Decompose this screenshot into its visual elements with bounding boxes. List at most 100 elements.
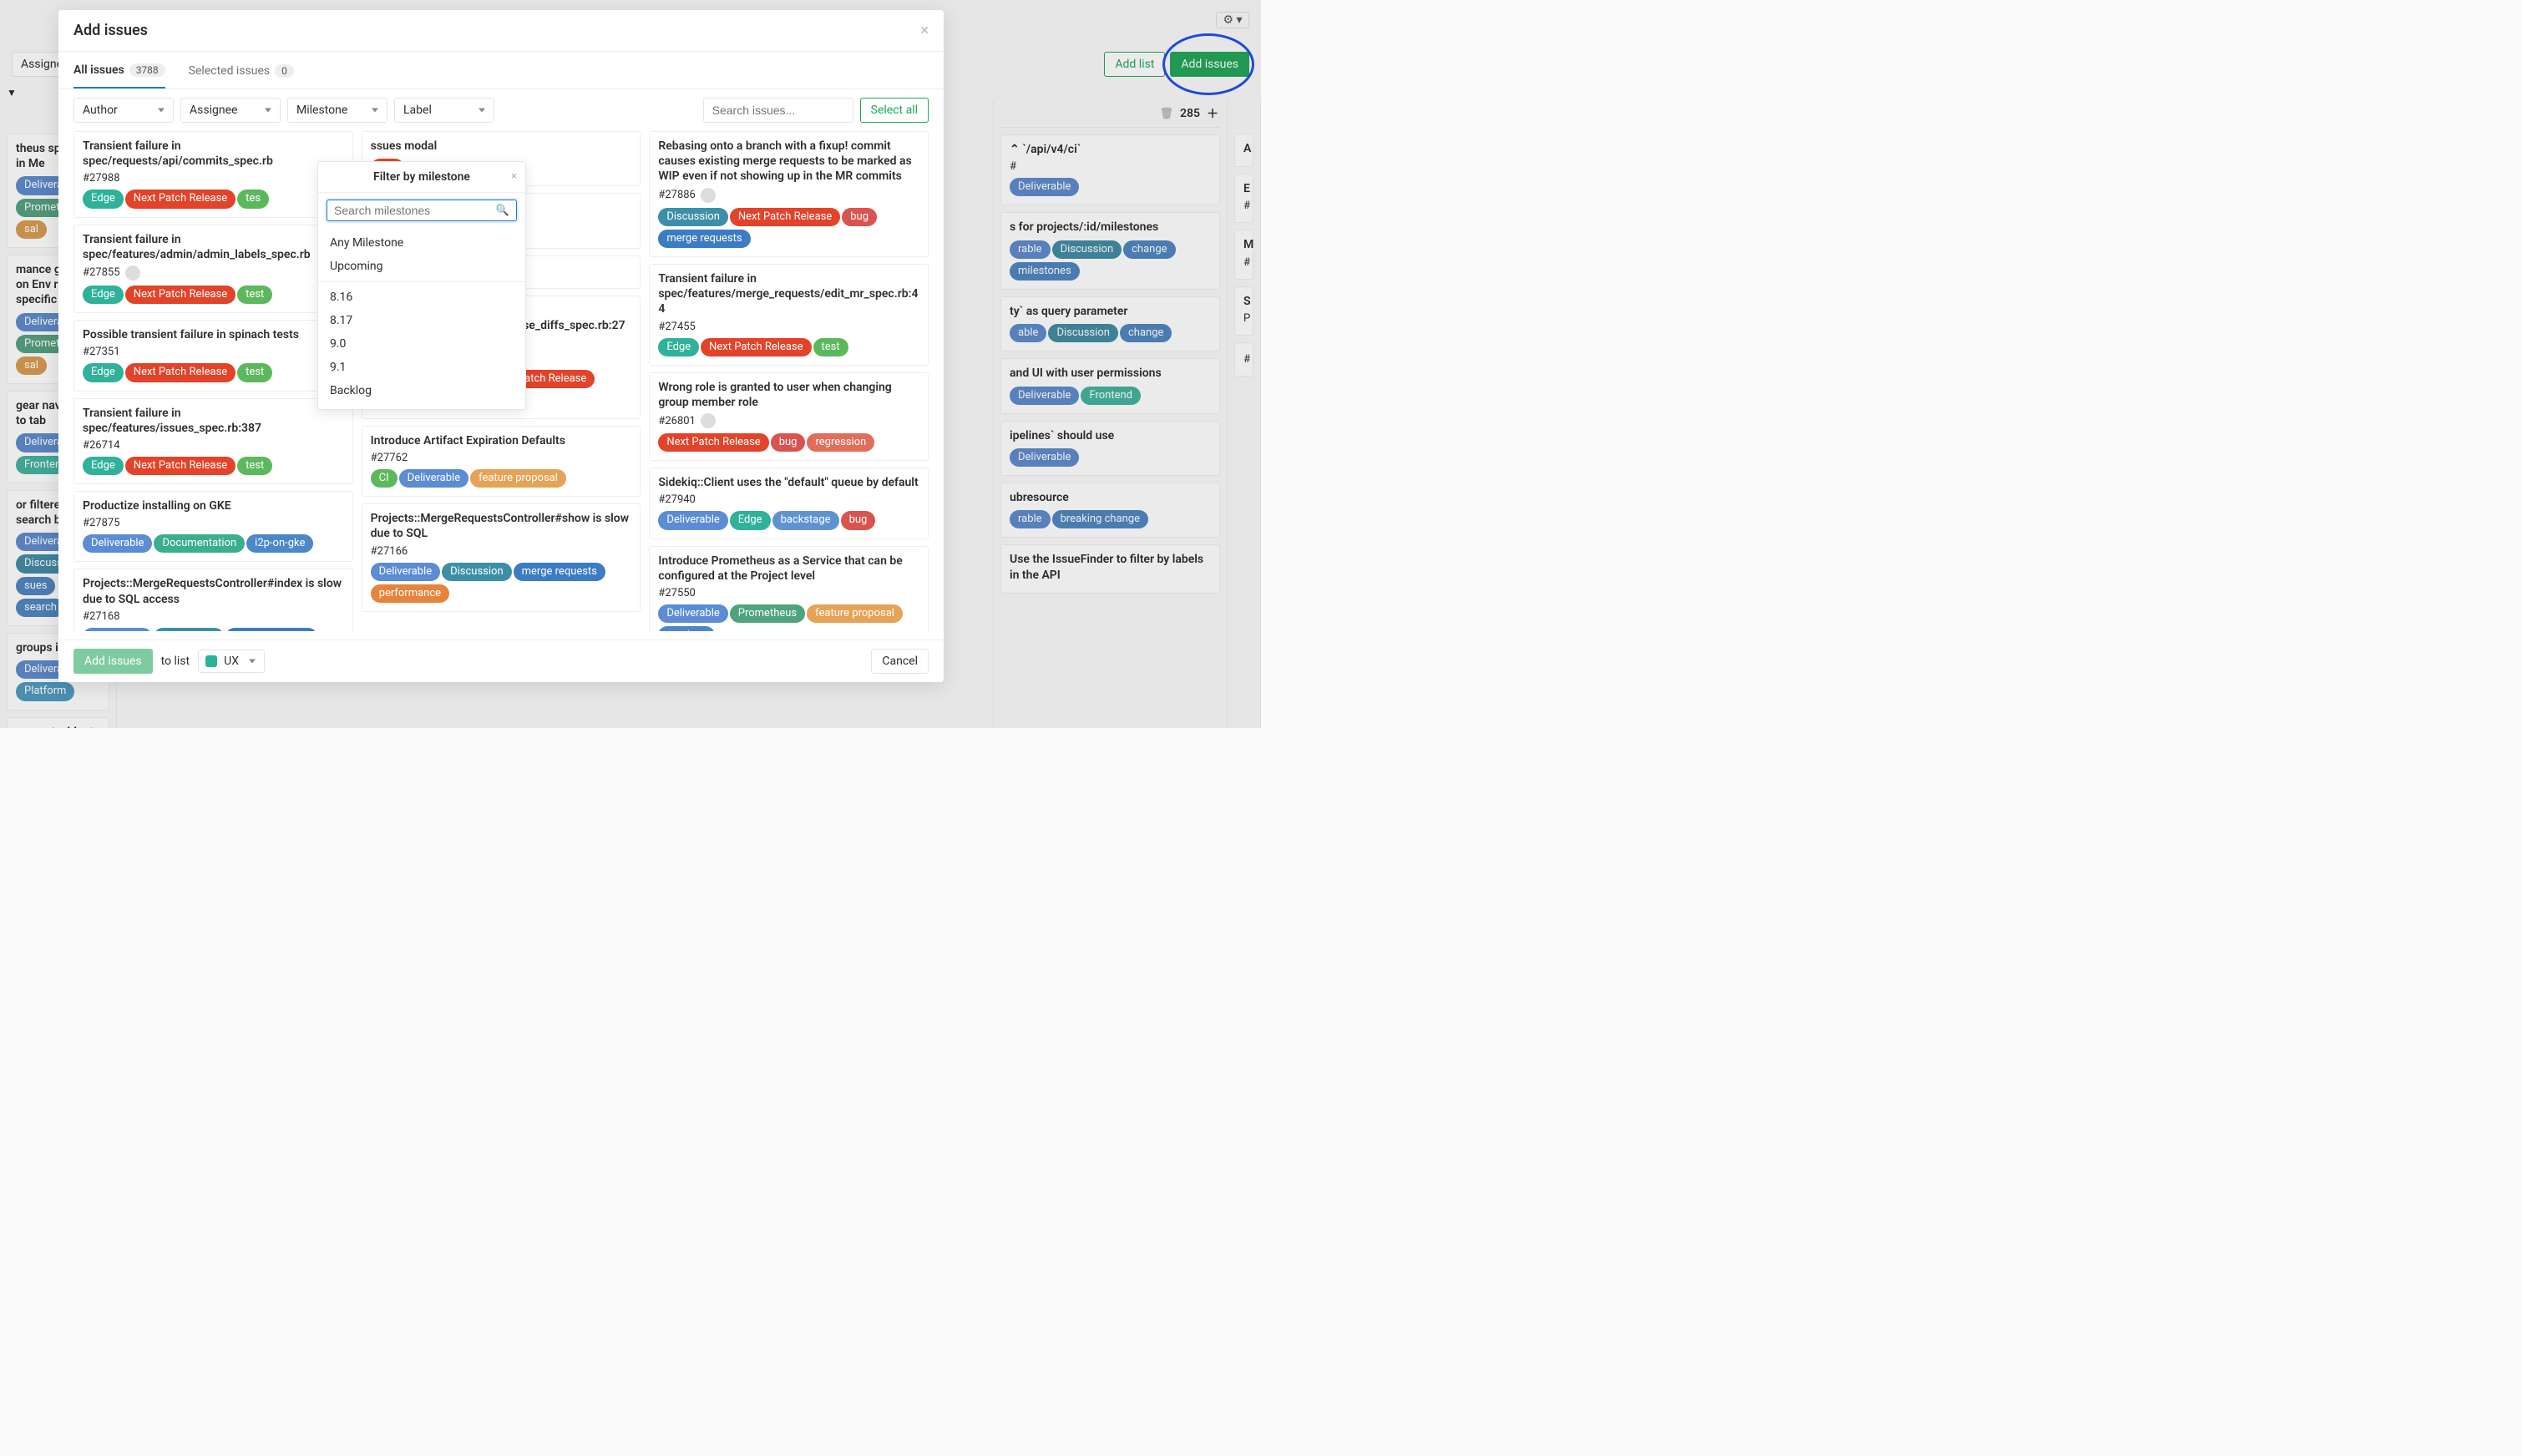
label-pill: test bbox=[237, 286, 272, 304]
avatar bbox=[701, 413, 716, 428]
issue-title: Introduce Artifact Expiration Defaults bbox=[371, 433, 632, 448]
milestone-option[interactable]: 8.17 bbox=[318, 309, 525, 332]
to-list-label: to list bbox=[161, 655, 190, 668]
list-name: UX bbox=[224, 655, 239, 668]
label-pill: feature proposal bbox=[470, 469, 566, 488]
issue-card[interactable]: Transient failure in spec/features/merge… bbox=[649, 264, 929, 366]
milestone-option[interactable]: Backlog bbox=[318, 379, 525, 402]
pill-row: EdgeNext Patch Releasetest bbox=[658, 336, 919, 358]
issue-id: #26714 bbox=[83, 439, 120, 452]
cancel-button[interactable]: Cancel bbox=[871, 649, 929, 674]
issue-id: #27166 bbox=[371, 545, 408, 558]
pill-row: EdgeNext Patch Releasetes bbox=[83, 188, 344, 210]
label-pill: Next Patch Release bbox=[125, 457, 235, 475]
label-pill: Deliverable bbox=[83, 534, 152, 553]
label-pill: tes bbox=[237, 190, 269, 208]
milestone-search-input[interactable] bbox=[334, 204, 496, 217]
search-icon: 🔍 bbox=[496, 205, 509, 217]
label-pill: Documentation bbox=[154, 534, 245, 553]
milestone-option[interactable]: Any Milestone bbox=[318, 231, 525, 255]
label-pill: test bbox=[813, 338, 848, 356]
issue-column: Transient failure in spec/requests/api/c… bbox=[73, 131, 353, 631]
label-pill: Discussion bbox=[442, 563, 512, 581]
to-list-dropdown[interactable]: UX bbox=[198, 650, 265, 673]
add-issues-submit-button[interactable]: Add issues bbox=[73, 649, 153, 674]
milestone-option[interactable]: 8.16 bbox=[318, 286, 525, 309]
label-pill: Edge bbox=[658, 338, 699, 356]
pill-row: DeliverablePrometheusfeature proposalser… bbox=[658, 603, 919, 631]
issue-title: Transient failure in spec/requests/api/c… bbox=[83, 139, 344, 169]
tab-label: Selected issues bbox=[189, 64, 271, 78]
tab-count: 0 bbox=[275, 64, 294, 78]
label-pill: bug bbox=[841, 511, 876, 529]
issue-card[interactable]: Productize installing on GKE #27875 Delive… bbox=[73, 491, 353, 562]
assignee-dropdown[interactable]: Assignee bbox=[180, 98, 281, 123]
tab-selected-issues[interactable]: Selected issues 0 bbox=[189, 53, 294, 88]
issue-id: #27875 bbox=[83, 517, 120, 529]
close-icon[interactable]: × bbox=[920, 22, 929, 39]
label-pill: i2p-on-gke bbox=[246, 534, 313, 553]
issue-title: Projects::MergeRequestsController#show i… bbox=[371, 511, 632, 541]
label-pill: Edge bbox=[83, 363, 124, 382]
popover-title: Filter by milestone bbox=[373, 170, 470, 184]
close-icon[interactable]: × bbox=[511, 170, 517, 183]
label-pill: Next Patch Release bbox=[125, 190, 235, 208]
label-pill: Discussion bbox=[658, 208, 728, 226]
modal-tabs: All issues 3788 Selected issues 0 bbox=[58, 52, 944, 89]
avatar bbox=[701, 188, 716, 203]
author-dropdown[interactable]: Author bbox=[73, 98, 174, 123]
issue-meta: #27455 bbox=[658, 321, 919, 333]
label-dropdown[interactable]: Label bbox=[394, 98, 494, 123]
issue-card[interactable]: Rebasing onto a branch with a fixup! com… bbox=[649, 131, 929, 257]
pill-row: Next Patch Releasebugregression bbox=[658, 432, 919, 453]
issue-card[interactable]: Transient failure in spec/requests/api/c… bbox=[73, 131, 353, 218]
label-pill: Deliverable bbox=[399, 469, 468, 488]
label-pill: CI bbox=[371, 469, 398, 488]
tab-all-issues[interactable]: All issues 3788 bbox=[73, 52, 165, 88]
issue-card[interactable]: Introduce Artifact Expiration Defaults#2… bbox=[362, 426, 641, 497]
modal-title: Add issues bbox=[73, 22, 148, 39]
label-pill: Prometheus bbox=[730, 604, 805, 623]
issue-meta: #26801 bbox=[658, 413, 919, 428]
issue-card[interactable]: Transient failure in spec/features/issue… bbox=[73, 398, 353, 485]
issue-title: Sidekiq::Client uses the "default" queue… bbox=[658, 475, 919, 490]
issue-card[interactable]: Introduce Prometheus as a Service that c… bbox=[649, 546, 929, 631]
issue-id: #27168 bbox=[83, 610, 120, 623]
milestone-popover: Filter by milestone × 🔍 Any MilestoneUpc… bbox=[317, 161, 526, 410]
issue-title: Wrong role is granted to user when chang… bbox=[658, 380, 919, 410]
issue-card[interactable]: Projects::MergeRequestsController#show i… bbox=[362, 503, 641, 612]
label-pill: Deliverable bbox=[83, 628, 152, 631]
label-pill: bug bbox=[842, 208, 877, 226]
pill-row: DiscussionNext Patch Releasebugmerge req… bbox=[658, 206, 919, 250]
issue-card[interactable]: Sidekiq::Client uses the "default" queue… bbox=[649, 468, 929, 538]
issue-meta: #27886 bbox=[658, 188, 919, 203]
milestone-option[interactable]: Upcoming bbox=[318, 255, 525, 278]
issue-title: Rebasing onto a branch with a fixup! com… bbox=[658, 139, 919, 185]
label-pill: backstage bbox=[772, 511, 839, 529]
issue-card[interactable]: Projects::MergeRequestsController#index … bbox=[73, 569, 353, 631]
issue-card[interactable]: Transient failure in spec/features/admin… bbox=[73, 225, 353, 314]
issue-card[interactable]: Wrong role is granted to user when chang… bbox=[649, 372, 929, 462]
tab-count: 3788 bbox=[129, 63, 165, 77]
label-pill: merge requests bbox=[514, 563, 605, 581]
issue-column: Rebasing onto a branch with a fixup! com… bbox=[649, 131, 929, 631]
milestone-dropdown[interactable]: Milestone bbox=[287, 98, 387, 123]
milestone-option[interactable]: 9.1 bbox=[318, 356, 525, 379]
label-pill: regression bbox=[807, 433, 874, 452]
issue-meta: #27875 bbox=[83, 517, 344, 529]
pill-row: CIDeliverablefeature proposal bbox=[371, 468, 632, 489]
issue-meta: #27168 bbox=[83, 610, 344, 623]
issue-title: Productize installing on GKE bbox=[83, 498, 344, 513]
modal-body: Transient failure in spec/requests/api/c… bbox=[58, 123, 944, 640]
pill-row: DeliverableDiscussionmerge requestsperfo… bbox=[83, 626, 344, 631]
issue-id: #27886 bbox=[658, 189, 696, 201]
popover-search: 🔍 bbox=[318, 193, 525, 228]
tab-label: All issues bbox=[73, 63, 124, 77]
issue-id: #27940 bbox=[658, 493, 696, 506]
issue-card[interactable]: Possible transient failure in spinach te… bbox=[73, 320, 353, 391]
milestone-option[interactable]: 9.0 bbox=[318, 332, 525, 356]
search-issues-input[interactable] bbox=[703, 98, 853, 123]
select-all-button[interactable]: Select all bbox=[860, 98, 929, 123]
label-pill: performance bbox=[371, 584, 449, 603]
label-pill: Discussion bbox=[154, 628, 224, 631]
